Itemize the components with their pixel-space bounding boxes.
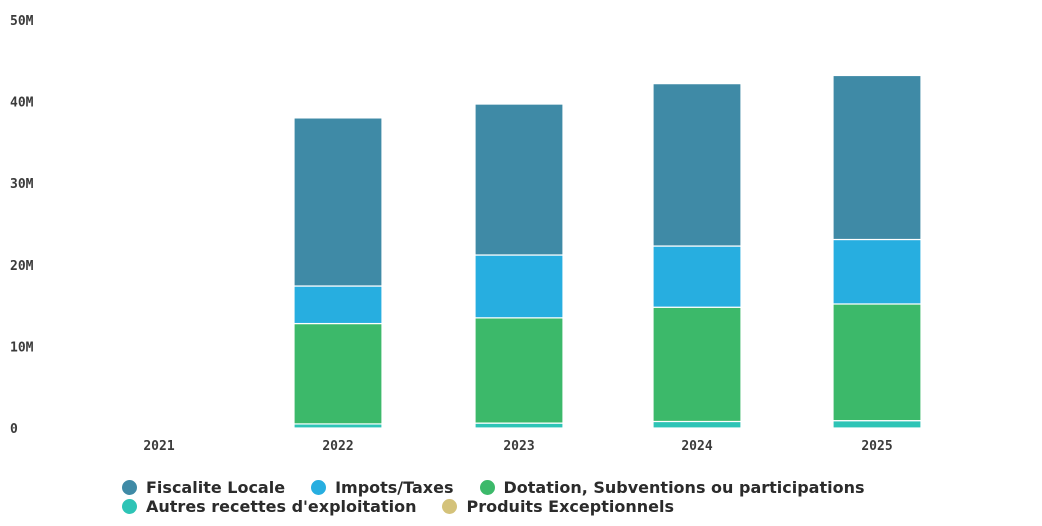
legend-row: Fiscalite Locale Impots/Taxes Dotation, Su… xyxy=(122,478,1037,497)
bar-segment[interactable] xyxy=(652,83,742,247)
legend-item[interactable]: Dotation, Subventions ou participations xyxy=(479,478,865,497)
legend-item[interactable]: Produits Exceptionnels xyxy=(442,497,674,516)
y-tick-label: 50M xyxy=(10,14,34,29)
x-tick-label: 2022 xyxy=(322,439,353,454)
y-tick-label: 20M xyxy=(10,259,34,274)
legend-label: Dotation, Subventions ou participations xyxy=(503,478,865,497)
x-tick-label: 2024 xyxy=(681,439,712,454)
legend-item[interactable]: Impots/Taxes xyxy=(311,478,454,497)
y-tick-label: 40M xyxy=(10,96,34,111)
bar-segment[interactable] xyxy=(832,238,922,305)
legend-swatch-icon xyxy=(442,499,458,514)
bar-segment[interactable] xyxy=(652,420,742,429)
legend-swatch-icon xyxy=(122,480,137,495)
legend-label: Produits Exceptionnels xyxy=(466,497,674,516)
legend-swatch-icon xyxy=(311,480,327,495)
legend-item[interactable]: Autres recettes d'exploitation xyxy=(122,497,416,516)
y-tick-label: 10M xyxy=(10,340,34,355)
legend-item[interactable]: Fiscalite Locale xyxy=(122,478,285,497)
bar-segment[interactable] xyxy=(293,117,383,287)
x-tick-label: 2023 xyxy=(503,439,534,454)
bar-segment[interactable] xyxy=(293,285,383,325)
bar-segment[interactable] xyxy=(652,245,742,308)
chart-legend: Fiscalite Locale Impots/Taxes Dotation, Su… xyxy=(122,478,1037,516)
bar-segment[interactable] xyxy=(293,423,383,429)
legend-row: Autres recettes d'exploitation Produits E… xyxy=(122,497,1037,516)
x-tick-label: 2025 xyxy=(861,439,892,454)
bar-segment[interactable] xyxy=(474,103,564,256)
legend-label: Fiscalite Locale xyxy=(146,478,286,497)
bar-segment[interactable] xyxy=(474,317,564,424)
bar-segment[interactable] xyxy=(832,74,922,241)
legend-label: Impots/Taxes xyxy=(335,478,454,497)
bar-segment[interactable] xyxy=(652,306,742,423)
legend-swatch-icon xyxy=(479,480,495,495)
chart-plot: 0 10M 20M 30M 40M 50M 2021 2022 2023 2024 2025 xyxy=(10,14,922,454)
bar-segment[interactable] xyxy=(832,303,922,422)
legend-label: Autres recettes d'exploitation xyxy=(146,497,417,516)
y-tick-label: 0 xyxy=(10,422,18,437)
bar-segment[interactable] xyxy=(832,420,922,429)
bar-segment[interactable] xyxy=(474,254,564,319)
legend-swatch-icon xyxy=(122,499,137,514)
bar-segment[interactable] xyxy=(474,422,564,429)
y-tick-label: 30M xyxy=(10,177,34,192)
x-tick-label: 2021 xyxy=(143,439,174,454)
bar-segment[interactable] xyxy=(293,322,383,425)
